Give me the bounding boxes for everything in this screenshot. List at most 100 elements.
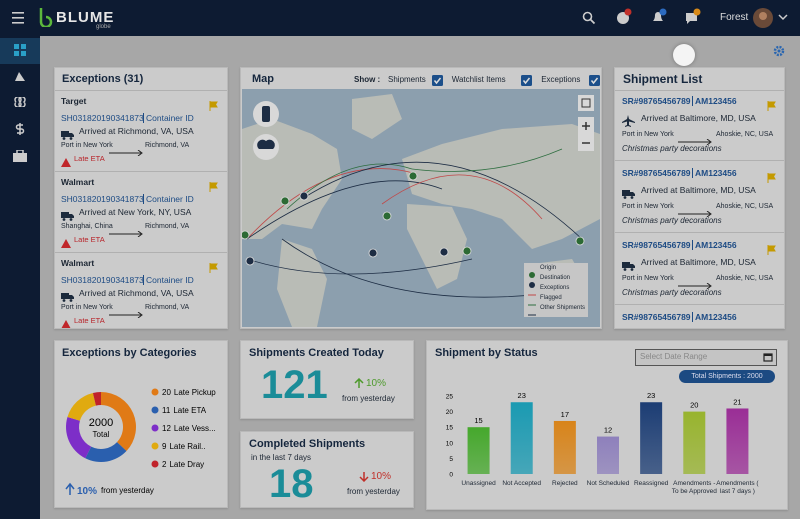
y-tick-label: 25	[446, 394, 454, 401]
origin: Port in New York	[61, 142, 113, 149]
reference[interactable]: AM123456	[692, 312, 737, 322]
card-subtitle: in the last 7 days	[251, 453, 312, 462]
note: Christmas party decorations	[622, 216, 722, 225]
origin: Port in New York	[622, 131, 674, 138]
status: Arrived at Baltimore, MD, USA	[641, 257, 756, 267]
donut-segment	[67, 392, 96, 421]
x-tick-label: Not Scheduled	[586, 480, 630, 487]
flag-icon	[209, 98, 218, 116]
filter-label[interactable]: Shipments	[388, 75, 426, 84]
filter-label[interactable]: Watchlist Items	[451, 75, 506, 84]
route-arrow	[109, 143, 143, 161]
shipment-id[interactable]: SR#98765456789	[622, 312, 691, 322]
active-nav[interactable]	[0, 38, 40, 64]
origin: Port in New York	[61, 304, 113, 311]
shipment-id[interactable]: SR#98765456789	[622, 240, 691, 250]
y-tick-label: 20	[446, 409, 454, 416]
flag-icon	[767, 98, 776, 116]
card-title: Shipment List	[623, 72, 703, 86]
y-tick-label: 5	[449, 456, 453, 463]
value-label: 23	[518, 391, 526, 400]
down-arrow	[359, 472, 369, 482]
value-label: 20	[690, 401, 698, 410]
bar	[597, 436, 619, 474]
route-arrow	[678, 276, 712, 294]
nav-icon[interactable]	[14, 70, 26, 82]
dashboard-icon[interactable]	[14, 44, 26, 56]
avatar[interactable]	[752, 7, 774, 29]
status: Arrived at Richmond, VA, USA	[79, 126, 194, 136]
world-map[interactable]	[242, 89, 600, 327]
legend-dot	[151, 406, 159, 414]
nav-icon[interactable]	[13, 150, 27, 162]
legend-label: Origin	[540, 265, 557, 271]
y-tick-label: 15	[446, 425, 454, 432]
container-link[interactable]: Container ID	[143, 113, 194, 123]
status: Arrived at Richmond, VA, USA	[79, 288, 194, 298]
truck-icon	[622, 258, 635, 276]
shipment-id[interactable]: SR#98765456789	[622, 96, 691, 106]
legend-label: Exceptions	[540, 285, 570, 291]
x-tick-label: Rejected	[552, 480, 578, 487]
alert: Late ETA	[74, 154, 105, 163]
kpi-change: 10%	[366, 378, 387, 389]
menu-icon[interactable]	[12, 12, 26, 24]
legend-dot	[151, 388, 159, 396]
shipment-id[interactable]: SR#98765456789	[622, 168, 691, 178]
exceptions-card: Exceptions (31) Target SH031820190341873 C…	[54, 67, 228, 329]
placeholder: Select Date Range	[640, 352, 708, 361]
x-tick-label: Amendments ( last 7 days )	[716, 480, 759, 495]
reference[interactable]: AM123456	[692, 96, 737, 106]
legend-value: 2	[162, 460, 167, 469]
shipment-id[interactable]: SH031820190341873	[61, 275, 144, 285]
legend-label: Destination	[540, 275, 571, 281]
settings-icon[interactable]	[773, 45, 785, 57]
filter-label[interactable]: Exceptions	[541, 75, 581, 84]
chat-icon[interactable]	[684, 8, 702, 26]
destination: Richmond, VA	[145, 223, 190, 230]
kpi-value: 18	[269, 462, 314, 506]
checkbox	[431, 73, 443, 91]
search-icon[interactable]	[582, 11, 596, 25]
bell-icon[interactable]	[650, 8, 668, 26]
logo-icon	[39, 8, 53, 27]
alert: Late ETA	[74, 316, 105, 325]
divider	[55, 90, 227, 91]
chevron[interactable]	[778, 14, 788, 22]
nav-icon[interactable]	[15, 122, 25, 136]
company: Walmart	[61, 258, 95, 268]
destination: Richmond, VA	[145, 304, 190, 311]
legend-swatch	[528, 266, 536, 284]
reference[interactable]: AM123456	[692, 168, 737, 178]
divider	[615, 304, 784, 305]
destination: Ahoskie, NC, USA	[716, 131, 774, 138]
shipment-id[interactable]: SH031820190341873	[61, 194, 144, 204]
history-icon[interactable]	[615, 8, 633, 26]
note: Christmas party decorations	[622, 288, 722, 297]
status: Arrived at Baltimore, MD, USA	[641, 185, 756, 195]
shipment-id[interactable]: SH031820190341873	[61, 113, 144, 123]
user-name[interactable]: Forest	[720, 12, 749, 23]
container-link[interactable]: Container ID	[143, 194, 194, 204]
alert-icon	[61, 316, 71, 328]
calendar-icon[interactable]	[763, 352, 773, 362]
up-arrow	[354, 378, 364, 388]
alert-icon	[61, 235, 71, 253]
reference[interactable]: AM123456	[692, 240, 737, 250]
company: Target	[61, 96, 87, 106]
legend-entry: 20 Late Pickup	[162, 388, 216, 397]
total-pill: Total Shipments : 2000	[679, 370, 775, 383]
checkbox	[521, 73, 533, 91]
date-range-input[interactable]: Select Date Range	[635, 349, 777, 366]
note: Christmas party decorations	[622, 144, 722, 153]
value-label: 17	[561, 410, 569, 419]
completed-card: Completed Shipments in the last 7 days 1…	[240, 431, 414, 508]
cursor-highlight	[673, 44, 695, 66]
brand-sub: globe	[96, 24, 111, 30]
container-link[interactable]: Container ID	[143, 275, 194, 285]
nav-icon[interactable]	[12, 97, 28, 107]
bar	[510, 402, 533, 474]
value-label: 15	[474, 416, 482, 425]
checkbox	[589, 73, 601, 91]
